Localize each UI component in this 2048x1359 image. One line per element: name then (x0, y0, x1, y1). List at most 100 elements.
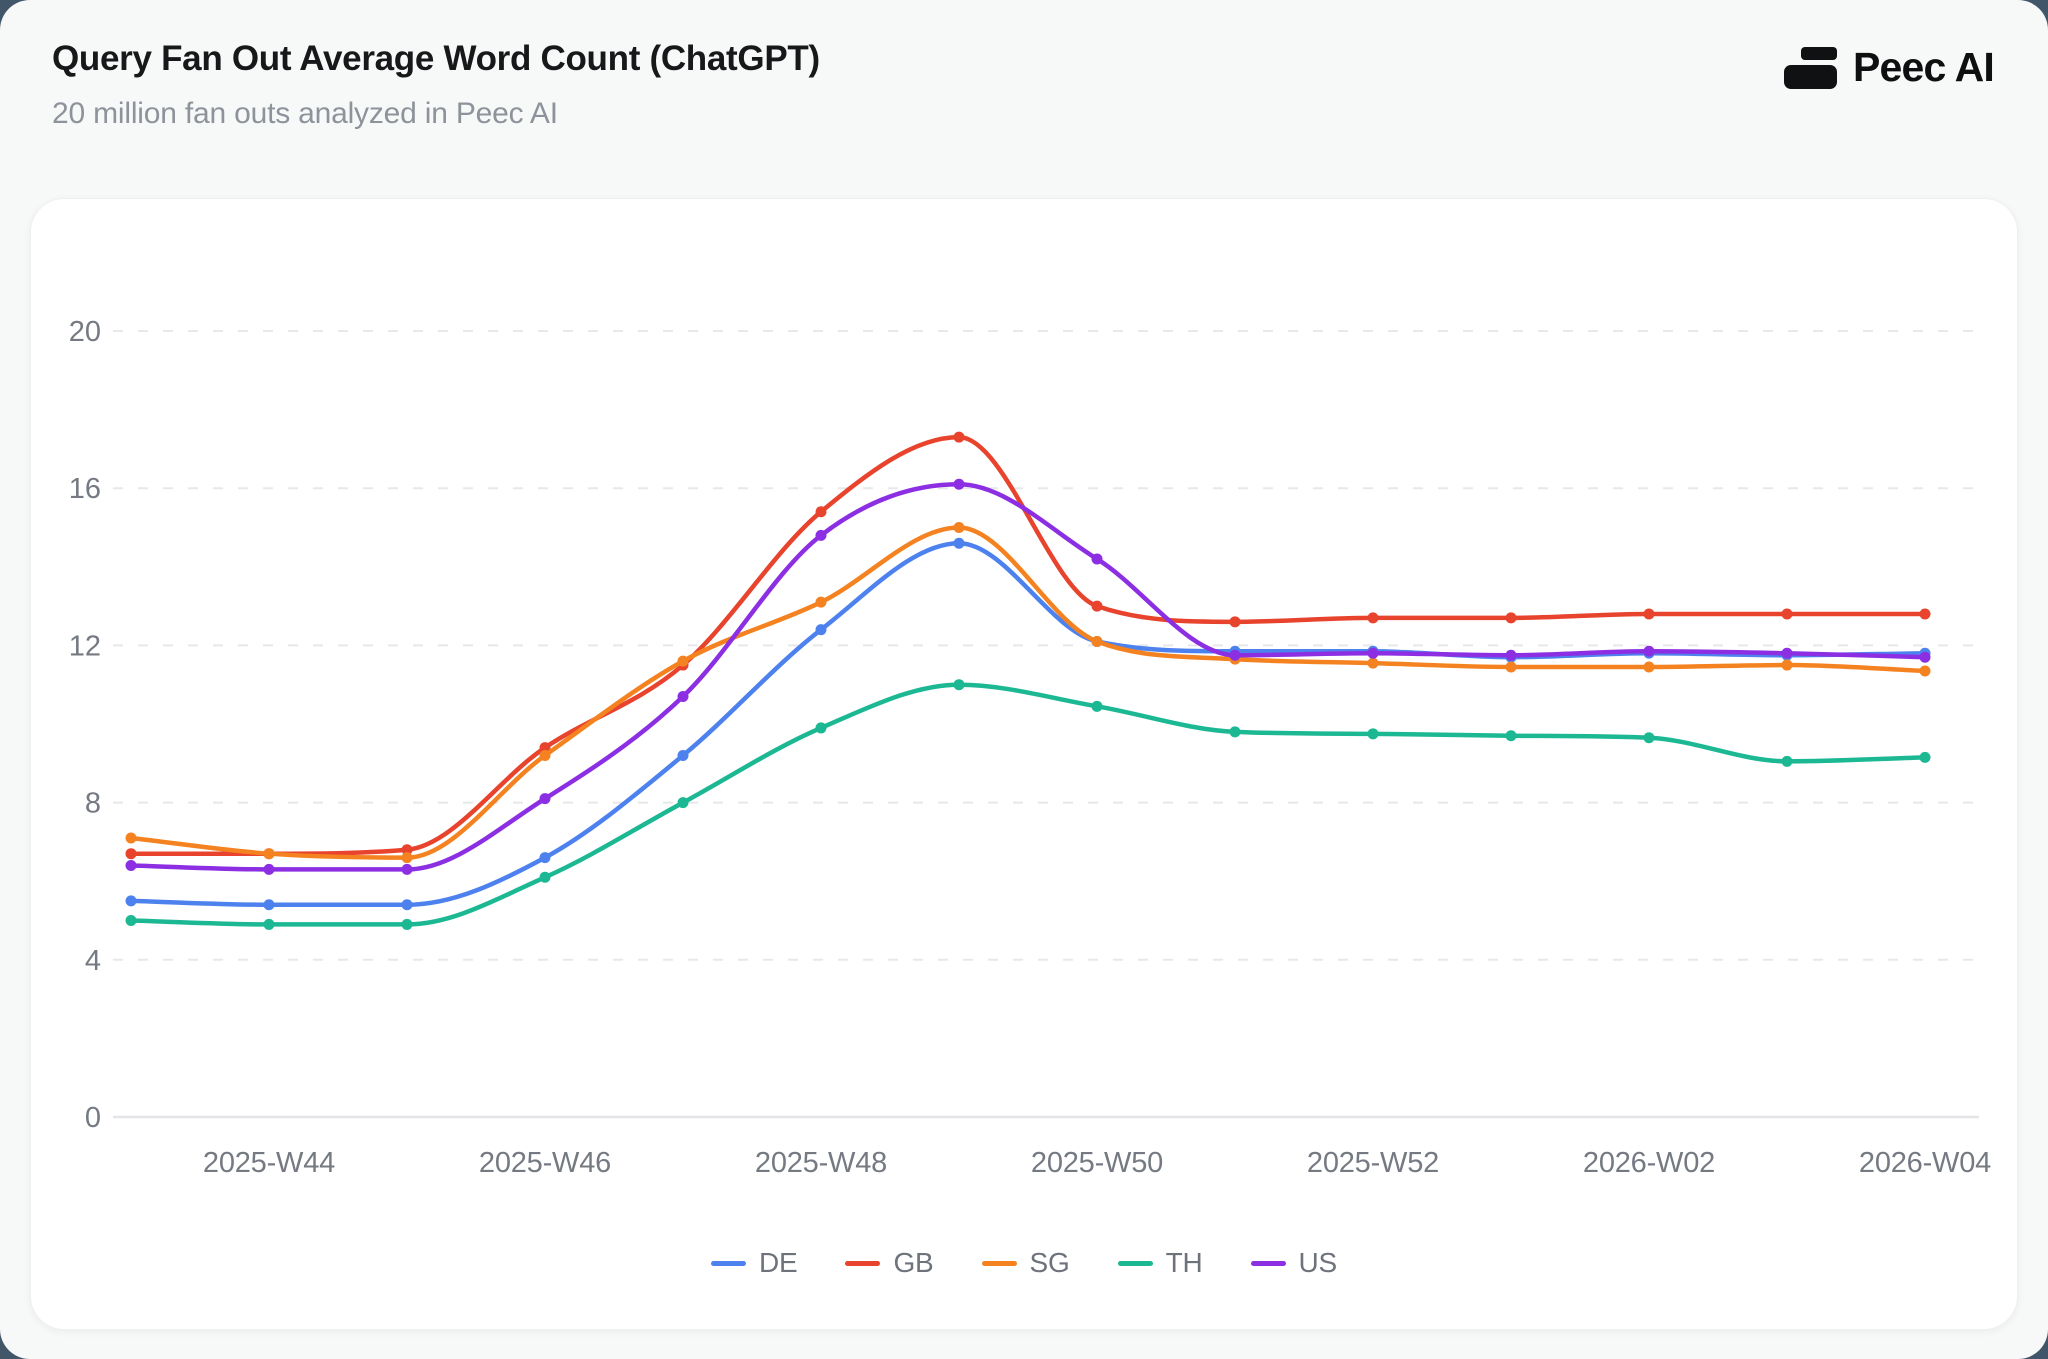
data-point-SG (1919, 665, 1931, 677)
data-point-US (953, 478, 965, 490)
data-point-US (1781, 647, 1793, 659)
title-block: Query Fan Out Average Word Count (ChatGP… (52, 38, 820, 131)
data-point-TH (1505, 730, 1517, 742)
data-point-GB (1091, 600, 1103, 612)
legend-label: US (1298, 1247, 1338, 1278)
legend-label: DE (758, 1247, 798, 1278)
x-tick-label: 2026-W04 (1859, 1147, 1991, 1179)
data-point-TH (1643, 732, 1655, 744)
chart-legend: DE GB SG TH US (31, 1247, 2017, 1279)
data-point-TH (401, 918, 413, 930)
data-point-US (401, 863, 413, 875)
data-point-SG (1091, 635, 1103, 647)
data-point-GB (1367, 612, 1379, 624)
data-point-GB (539, 742, 551, 754)
data-point-SG (539, 749, 551, 761)
data-point-SG (815, 596, 827, 608)
data-point-DE (815, 624, 827, 636)
data-point-US (677, 690, 689, 702)
data-point-TH (1091, 700, 1103, 712)
x-tick-label: 2025-W52 (1307, 1147, 1439, 1179)
data-point-US (815, 529, 827, 541)
line-chart: 0 4 8 12 16 20 2025-W44 2025-W46 2025-W48 2025-W5… (69, 316, 1992, 1179)
legend-item-TH[interactable]: TH (1117, 1247, 1203, 1279)
x-tick-label: 2025-W46 (479, 1147, 611, 1179)
data-point-SG (125, 832, 137, 844)
legend-label: SG (1029, 1247, 1070, 1278)
legend-swatch-TH (1117, 1260, 1153, 1266)
data-point-SG (401, 852, 413, 864)
data-point-US (125, 859, 137, 871)
data-point-SG (1643, 661, 1655, 673)
data-point-US (1505, 649, 1517, 661)
legend-item-GB[interactable]: GB (845, 1247, 934, 1279)
series-line-US (128, 482, 1928, 872)
data-point-US (539, 793, 551, 805)
y-tick-label: 20 (69, 316, 101, 348)
data-point-TH (125, 915, 137, 926)
data-point-US (1367, 647, 1379, 659)
chart-card: 0 4 8 12 16 20 2025-W44 2025-W46 2025-W48 2025-W5… (30, 198, 2018, 1330)
chart-header: Query Fan Out Average Word Count (ChatGP… (0, 0, 2048, 131)
data-point-TH (263, 918, 275, 930)
data-point-SG (263, 848, 275, 860)
legend-swatch-GB (845, 1260, 881, 1266)
data-point-GB (401, 844, 413, 856)
data-point-US (1643, 645, 1655, 657)
data-point-SG (1367, 657, 1379, 669)
legend-item-DE[interactable]: DE (710, 1247, 798, 1279)
data-point-GB (953, 431, 965, 443)
data-point-TH (953, 679, 965, 691)
y-tick-label: 8 (85, 788, 101, 820)
data-point-GB (125, 848, 137, 860)
legend-swatch-SG (981, 1260, 1017, 1266)
data-point-DE (125, 895, 137, 907)
x-tick-label: 2025-W44 (203, 1147, 335, 1179)
legend-label: TH (1165, 1247, 1203, 1278)
page-title: Query Fan Out Average Word Count (ChatGP… (52, 39, 820, 78)
peec-logo-bar-bottom (1783, 64, 1837, 89)
legend-swatch-US (1250, 1260, 1286, 1266)
data-point-US (263, 863, 275, 875)
data-point-TH (1229, 726, 1241, 738)
y-tick-label: 0 (85, 1102, 101, 1134)
data-point-GB (1229, 616, 1241, 628)
data-point-US (1919, 651, 1931, 663)
data-point-DE (539, 852, 551, 864)
peec-logo-icon (1783, 46, 1838, 89)
data-point-US (1229, 649, 1241, 661)
data-point-TH (1367, 728, 1379, 740)
legend-item-US[interactable]: US (1250, 1247, 1338, 1279)
data-point-TH (539, 871, 551, 883)
series-line-SG (128, 525, 1928, 860)
data-point-TH (1919, 751, 1931, 763)
legend-item-SG[interactable]: SG (981, 1247, 1070, 1279)
data-point-TH (1781, 755, 1793, 767)
legend-swatch-DE (710, 1260, 746, 1266)
page-subtitle: 20 million fan outs analyzed in Peec AI (52, 97, 558, 130)
data-point-GB (815, 506, 827, 518)
data-point-SG (953, 522, 965, 533)
data-point-TH (815, 722, 827, 734)
data-point-GB (1643, 608, 1655, 620)
data-point-GB (1781, 608, 1793, 620)
data-point-GB (1919, 608, 1931, 620)
x-tick-label: 2026-W02 (1583, 1147, 1715, 1179)
peec-ai-logo: Peec AI (1783, 44, 1995, 91)
data-point-DE (401, 899, 413, 911)
data-point-TH (677, 797, 689, 809)
data-point-DE (263, 899, 275, 911)
data-point-SG (1505, 661, 1517, 673)
y-tick-label: 4 (85, 945, 101, 977)
data-point-SG (677, 655, 689, 667)
series-line-TH (128, 682, 1928, 927)
data-point-US (1091, 553, 1103, 565)
series-line-GB (128, 434, 1928, 856)
x-tick-label: 2025-W48 (755, 1147, 887, 1179)
data-point-DE (953, 537, 965, 549)
y-tick-label: 12 (69, 630, 101, 662)
x-tick-label: 2025-W50 (1031, 1147, 1163, 1179)
peec-logo-bar-top (1800, 46, 1837, 60)
data-point-DE (677, 749, 689, 761)
